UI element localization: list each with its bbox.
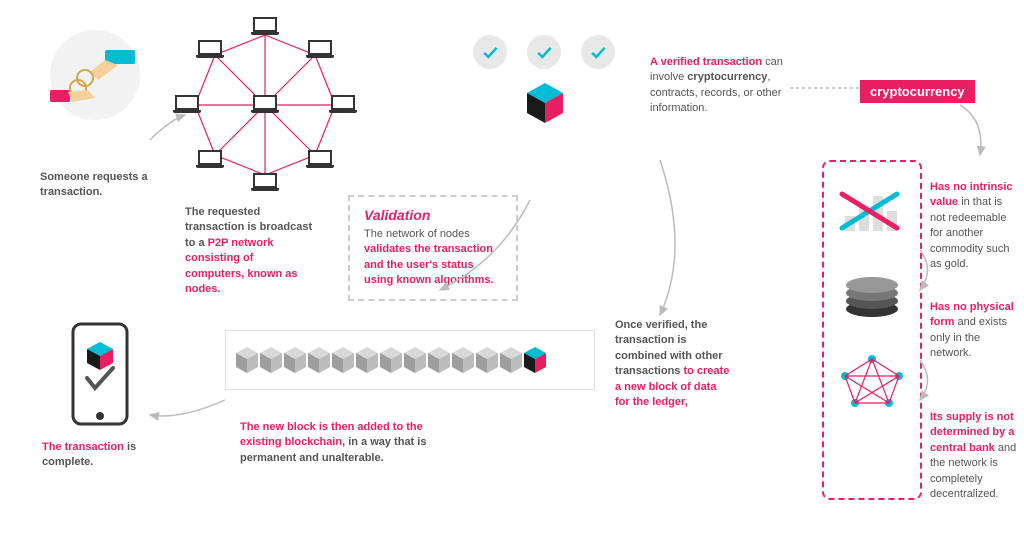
validation-box: Validation The network of nodes validate… (348, 195, 518, 301)
crypto-p1: Has no intrinsic value in that is not re… (930, 180, 1020, 272)
stack-icon (842, 271, 902, 321)
blockchain-row (225, 330, 595, 390)
crypto-p3: Its supply is not determined by a centra… (930, 410, 1020, 502)
cryptocurrency-badge: cryptocurrency (860, 80, 975, 103)
phone-complete-icon (65, 320, 135, 430)
newblock-text: The new block is then added to the exist… (240, 420, 460, 466)
step1-text: Someone requests a transaction. (40, 170, 160, 201)
laptop-node-icon (196, 150, 224, 170)
transaction-request-icon (40, 30, 150, 120)
crypto-p2: Has no physical form and exists only in … (930, 300, 1020, 362)
combined-text: Once verified, the transaction is combin… (615, 318, 730, 410)
laptop-node-icon (251, 17, 279, 37)
chart-cross-icon (837, 186, 907, 236)
laptop-node-icon (306, 150, 334, 170)
complete-text: The transaction is complete. (42, 440, 152, 471)
validation-text: The network of nodes validates the trans… (364, 227, 502, 289)
laptop-node-icon (329, 95, 357, 115)
verified-text: A verified transaction can involve crypt… (650, 55, 785, 117)
laptop-node-icon (173, 95, 201, 115)
verified-cube-group (455, 35, 635, 175)
validation-title: Validation (364, 207, 502, 223)
decentralized-icon (837, 351, 907, 411)
step2-text: The requested transaction is broadcast t… (185, 205, 315, 297)
laptop-node-icon (196, 40, 224, 60)
crypto-properties-box (822, 160, 922, 500)
laptop-node-icon (251, 173, 279, 193)
laptop-node-icon (251, 95, 279, 115)
colored-cube-icon (525, 81, 565, 125)
laptop-node-icon (306, 40, 334, 60)
